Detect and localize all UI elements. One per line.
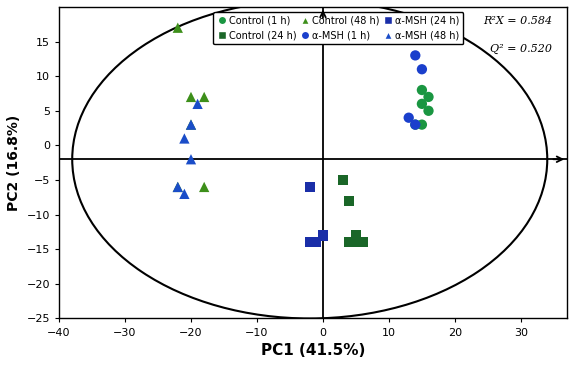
Point [411, 122, 420, 127]
Point [411, 122, 420, 127]
Point [200, 94, 209, 100]
Point [358, 239, 367, 245]
Point [187, 122, 196, 127]
Point [345, 239, 354, 245]
X-axis label: PC1 (41.5%): PC1 (41.5%) [261, 343, 365, 358]
Point [404, 115, 413, 120]
Legend: Control (1 h), Control (24 h), Control (48 h), α-MSH (1 h), α-MSH (24 h), α-MSH : Control (1 h), Control (24 h), Control (… [214, 12, 463, 45]
Y-axis label: PC2 (16.8%): PC2 (16.8%) [7, 115, 21, 211]
Point [417, 87, 426, 93]
Point [173, 184, 183, 190]
Point [345, 198, 354, 204]
Point [200, 184, 209, 190]
Point [187, 94, 196, 100]
Point [424, 108, 433, 114]
Point [305, 184, 315, 190]
Point [193, 101, 202, 107]
Point [411, 53, 420, 58]
Point [180, 135, 189, 141]
Point [417, 101, 426, 107]
Point [312, 239, 321, 245]
Point [180, 191, 189, 197]
Point [187, 156, 196, 162]
Text: R²X = 0.584: R²X = 0.584 [483, 16, 552, 26]
Point [305, 239, 315, 245]
Point [351, 233, 360, 238]
Point [319, 233, 328, 238]
Point [417, 66, 426, 72]
Point [173, 184, 183, 190]
Point [173, 25, 183, 31]
Point [351, 239, 360, 245]
Point [338, 177, 347, 183]
Text: Q² = 0.520: Q² = 0.520 [490, 44, 552, 54]
Point [417, 122, 426, 127]
Point [424, 94, 433, 100]
Point [187, 122, 196, 127]
